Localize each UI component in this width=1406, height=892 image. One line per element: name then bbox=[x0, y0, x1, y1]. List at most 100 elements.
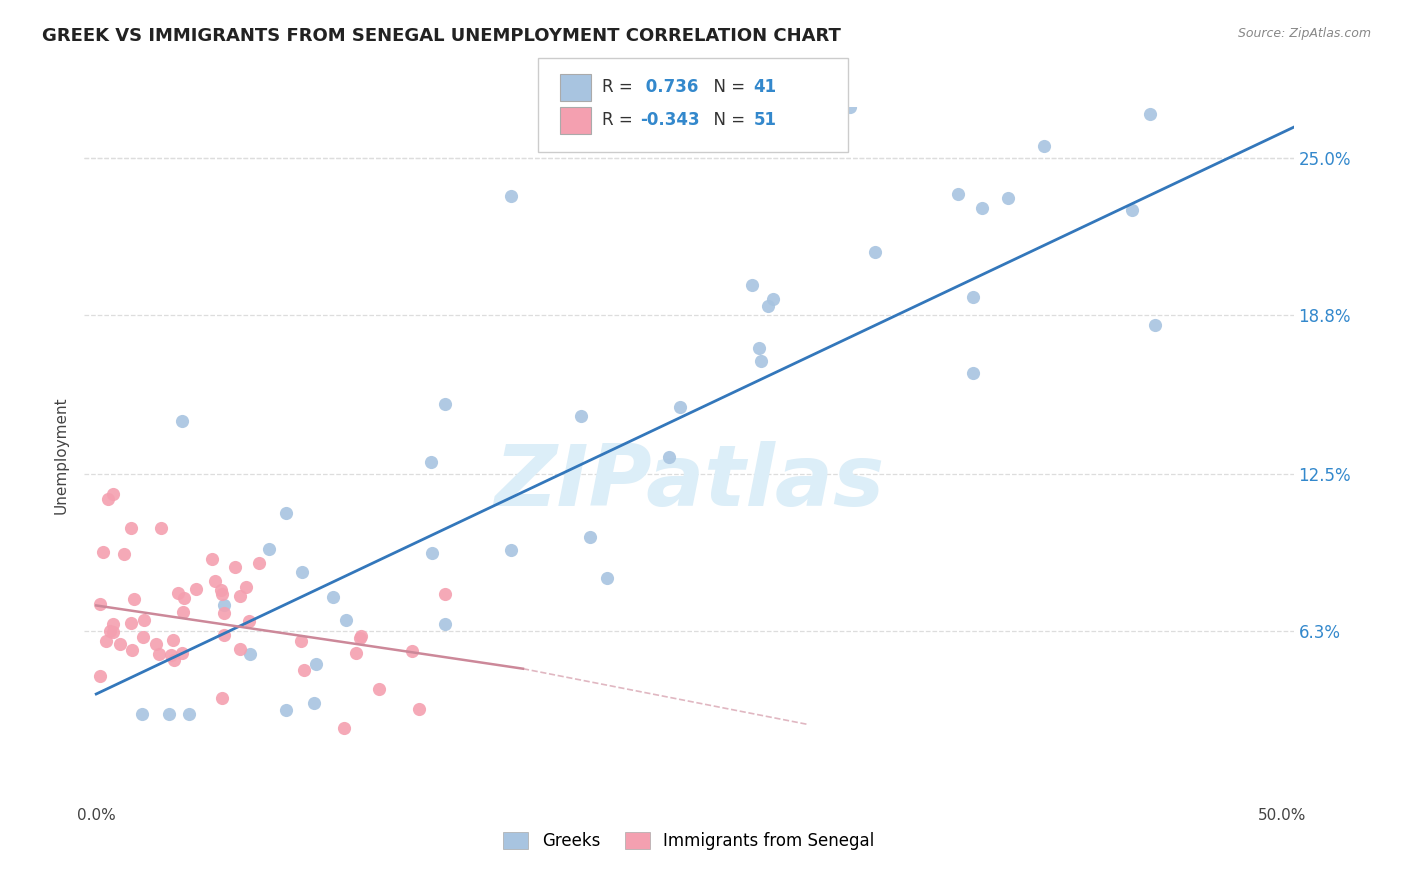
Point bbox=[204, 574, 226, 588]
Point bbox=[97, 492, 120, 507]
Point bbox=[1121, 202, 1143, 217]
Point bbox=[401, 644, 423, 658]
Point bbox=[350, 629, 373, 643]
Point bbox=[89, 669, 111, 683]
Point bbox=[749, 354, 772, 368]
Point bbox=[162, 632, 184, 647]
Text: N =: N = bbox=[703, 78, 751, 96]
Point bbox=[658, 450, 681, 465]
Point bbox=[569, 409, 592, 423]
Text: ZIPatlas: ZIPatlas bbox=[494, 442, 884, 524]
Point bbox=[501, 188, 523, 202]
Point bbox=[150, 521, 173, 535]
Point bbox=[173, 591, 195, 605]
Point bbox=[344, 646, 367, 660]
Point bbox=[209, 582, 232, 597]
Point bbox=[865, 244, 887, 259]
Point bbox=[172, 646, 194, 660]
Point bbox=[131, 707, 153, 722]
Point bbox=[292, 663, 315, 677]
Point bbox=[211, 690, 233, 705]
Point bbox=[1143, 318, 1166, 333]
Point bbox=[335, 614, 357, 628]
Point bbox=[322, 590, 344, 604]
Point bbox=[291, 565, 314, 579]
Point bbox=[238, 615, 260, 629]
Point bbox=[211, 587, 233, 601]
Point bbox=[228, 589, 250, 603]
Point bbox=[162, 653, 184, 667]
Point bbox=[122, 592, 145, 607]
Point bbox=[972, 201, 994, 215]
Point bbox=[1033, 138, 1056, 153]
Point bbox=[121, 642, 143, 657]
Point bbox=[103, 616, 125, 631]
Point bbox=[179, 707, 201, 722]
Point bbox=[946, 187, 969, 202]
Point bbox=[120, 616, 142, 631]
Point bbox=[132, 630, 155, 644]
Point bbox=[276, 703, 298, 717]
Text: N =: N = bbox=[703, 112, 751, 129]
Point bbox=[290, 634, 312, 648]
Text: 0.736: 0.736 bbox=[640, 78, 699, 96]
Point bbox=[145, 637, 167, 651]
Point bbox=[172, 605, 194, 619]
Point bbox=[160, 648, 183, 662]
Point bbox=[762, 292, 785, 306]
Legend: Greeks, Immigrants from Senegal: Greeks, Immigrants from Senegal bbox=[496, 826, 882, 857]
Point bbox=[170, 415, 193, 429]
Point bbox=[499, 542, 522, 557]
Text: -0.343: -0.343 bbox=[640, 112, 699, 129]
Point bbox=[224, 560, 246, 574]
Point bbox=[578, 530, 600, 544]
Text: R =: R = bbox=[602, 112, 638, 129]
Point bbox=[433, 616, 456, 631]
Text: Source: ZipAtlas.com: Source: ZipAtlas.com bbox=[1237, 27, 1371, 40]
Point bbox=[302, 697, 325, 711]
Point bbox=[212, 606, 235, 620]
Point bbox=[962, 290, 984, 304]
Point bbox=[595, 571, 617, 585]
Point bbox=[132, 613, 155, 627]
Point bbox=[419, 454, 441, 468]
Point bbox=[101, 487, 124, 501]
Point bbox=[228, 642, 250, 657]
Point bbox=[167, 586, 190, 600]
Point bbox=[349, 632, 371, 646]
Point bbox=[433, 397, 456, 411]
Point bbox=[368, 681, 391, 696]
Point bbox=[304, 657, 326, 671]
Point bbox=[159, 707, 181, 722]
Point bbox=[839, 100, 862, 114]
Point bbox=[98, 624, 121, 638]
Point bbox=[997, 191, 1019, 205]
Point bbox=[110, 637, 132, 651]
Text: 51: 51 bbox=[754, 112, 776, 129]
Point bbox=[276, 506, 298, 520]
Point bbox=[741, 278, 763, 293]
Text: GREEK VS IMMIGRANTS FROM SENEGAL UNEMPLOYMENT CORRELATION CHART: GREEK VS IMMIGRANTS FROM SENEGAL UNEMPLO… bbox=[42, 27, 841, 45]
Point bbox=[668, 400, 690, 414]
Point bbox=[101, 625, 124, 640]
Y-axis label: Unemployment: Unemployment bbox=[53, 396, 69, 514]
Point bbox=[962, 366, 984, 380]
Point bbox=[148, 647, 170, 661]
Point bbox=[201, 552, 224, 566]
Point bbox=[94, 634, 117, 648]
Point bbox=[748, 341, 770, 355]
Point bbox=[89, 597, 111, 611]
Point bbox=[235, 580, 257, 594]
Point bbox=[1139, 107, 1161, 121]
Point bbox=[247, 556, 270, 570]
Point bbox=[93, 545, 115, 559]
Text: R =: R = bbox=[602, 78, 638, 96]
Point bbox=[257, 542, 280, 557]
Point bbox=[186, 582, 208, 597]
Point bbox=[120, 521, 142, 535]
Text: 41: 41 bbox=[754, 78, 776, 96]
Point bbox=[333, 721, 356, 735]
Point bbox=[408, 701, 430, 715]
Point bbox=[434, 587, 457, 601]
Point bbox=[239, 648, 262, 662]
